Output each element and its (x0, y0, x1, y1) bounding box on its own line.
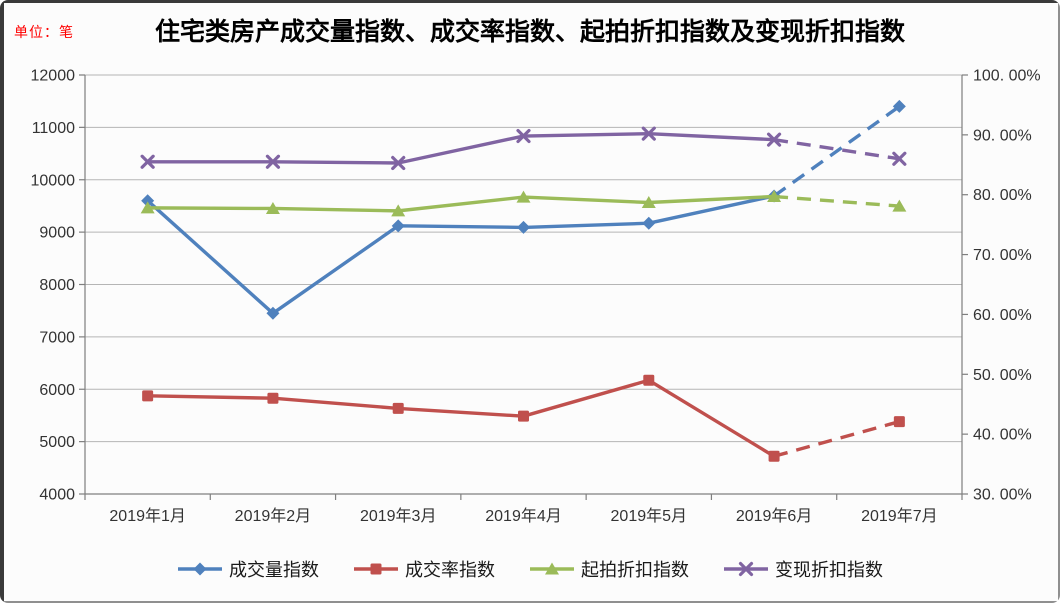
series-1-line (147, 378, 775, 458)
series-0-forecast-line (773, 105, 901, 198)
legend-item-2: 起拍折扣指数 (529, 556, 689, 582)
left-axis-label: 7000 (39, 329, 75, 346)
series-2-forecast-line (773, 194, 900, 208)
x-marker-icon (516, 128, 531, 144)
diamond-marker-icon (892, 99, 906, 113)
left-axis-label: 8000 (39, 277, 75, 294)
series-3-forecast-line (773, 137, 900, 161)
unit-label: 单位：笔 (14, 24, 74, 40)
x-axis-label: 2019年2月 (235, 507, 312, 525)
legend: 成交量指数 成交率指数 起拍折扣指数 变现折扣指数 (0, 556, 1060, 582)
legend-swatch (354, 563, 398, 575)
triangle-marker-icon (140, 201, 155, 214)
x-marker-icon (265, 154, 281, 169)
right-axis-label: 100. 00% (973, 68, 1041, 85)
diamond-marker-icon (141, 194, 155, 208)
square-marker-icon (893, 416, 905, 428)
left-axis-label: 4000 (39, 487, 75, 504)
diamond-marker-icon (642, 216, 656, 230)
square-marker-icon (768, 450, 780, 462)
series-3-line (147, 131, 775, 165)
figure-border-right (1058, 0, 1060, 603)
x-axis-label: 2019年1月 (109, 507, 186, 525)
left-axis-label: 5000 (39, 434, 75, 451)
left-axis-label: 12000 (31, 68, 76, 85)
x-marker-icon (766, 132, 782, 147)
x-marker-icon (641, 126, 656, 141)
legend-swatch (724, 561, 768, 577)
x-axis-label: 2019年6月 (736, 507, 813, 525)
triangle-marker-icon (767, 190, 782, 203)
series-1-forecast-line (773, 419, 900, 458)
series-0-line (146, 194, 775, 316)
chart-title: 住宅类房产成交量指数、成交率指数、起拍折扣指数及变现折扣指数 (154, 18, 905, 46)
triangle-marker-icon (516, 190, 531, 203)
figure-border-left (0, 0, 4, 603)
figure-border-top (0, 0, 1060, 3)
square-marker-icon (392, 402, 404, 414)
x-marker-icon (391, 155, 406, 171)
square-marker-icon (267, 392, 279, 404)
x-axis-label: 2019年3月 (360, 507, 437, 525)
right-axis-label: 90. 00% (973, 127, 1032, 144)
right-axis-label: 70. 00% (973, 247, 1032, 264)
right-axis-label: 80. 00% (973, 187, 1032, 204)
figure-border-bottom (0, 601, 1060, 603)
square-marker-icon (142, 390, 154, 402)
legend-label: 变现折扣指数 (775, 560, 883, 580)
x-axis-label: 2019年4月 (485, 507, 562, 525)
legend-label: 起拍折扣指数 (581, 560, 689, 580)
legend-label: 成交率指数 (405, 560, 495, 580)
square-marker-icon (370, 563, 382, 575)
legend-swatch (178, 562, 222, 576)
square-marker-icon (643, 374, 655, 386)
square-marker-icon (518, 410, 529, 422)
right-axis-label: 30. 00% (973, 487, 1032, 504)
triangle-marker-icon (265, 201, 280, 214)
triangle-marker-icon (545, 562, 559, 575)
diamond-marker-icon (193, 562, 207, 576)
diamond-marker-icon (391, 219, 405, 233)
legend-item-3: 变现折扣指数 (723, 556, 883, 582)
right-axis-label: 50. 00% (973, 367, 1032, 384)
diamond-marker-icon (517, 220, 530, 234)
left-axis-label: 11000 (32, 120, 75, 137)
left-axis-label: 6000 (39, 382, 75, 399)
left-axis-label: 10000 (31, 172, 76, 189)
x-marker-icon (140, 154, 155, 169)
legend-item-0: 成交量指数 (177, 556, 319, 582)
x-marker-icon (892, 151, 907, 166)
x-marker-icon (738, 561, 754, 577)
left-axis-label: 9000 (39, 225, 75, 242)
triangle-marker-icon (641, 195, 656, 208)
x-axis-label: 2019年7月 (861, 507, 938, 525)
legend-swatch (530, 562, 574, 575)
x-axis-label: 2019年5月 (611, 507, 688, 525)
right-axis-label: 40. 00% (973, 427, 1032, 444)
triangle-marker-icon (892, 199, 907, 212)
diamond-marker-icon (266, 306, 280, 320)
legend-label: 成交量指数 (229, 560, 319, 580)
right-axis-label: 60. 00% (973, 307, 1032, 324)
triangle-marker-icon (391, 204, 406, 217)
legend-item-1: 成交率指数 (353, 556, 495, 582)
series-2-line (147, 194, 775, 213)
